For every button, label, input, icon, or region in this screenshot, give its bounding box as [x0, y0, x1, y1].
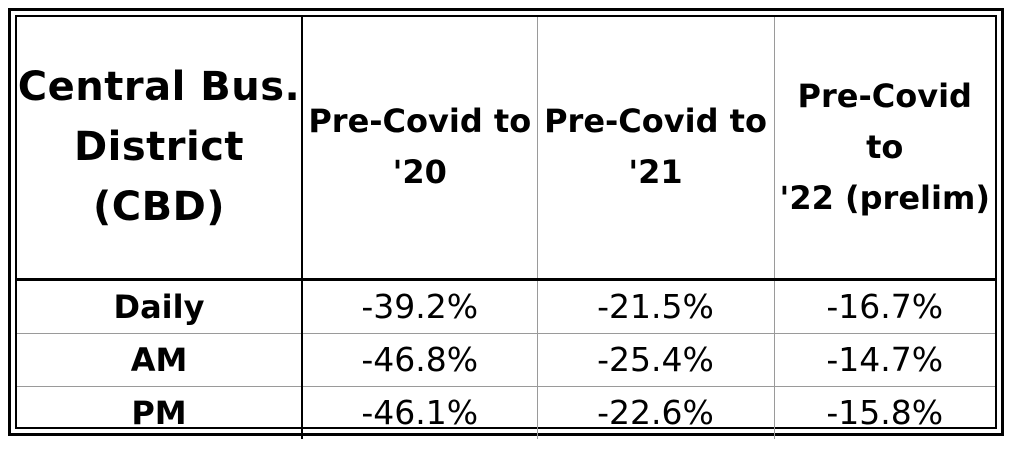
- column-header-2021: Pre-Covid to '21: [536, 17, 774, 281]
- table-inner-border: Central Bus. District (CBD) Pre-Covid to…: [15, 15, 997, 439]
- cell-daily-2022: -16.7%: [773, 279, 995, 333]
- column-header-2022-line-2: '22 (prelim): [779, 178, 990, 217]
- corner-header-line-2: District: [73, 124, 245, 171]
- column-header-2021-line-1: Pre-Covid to: [544, 102, 767, 141]
- cell-daily-2021: -21.5%: [536, 279, 774, 333]
- column-header-2021-line-2: '21: [628, 153, 683, 192]
- cell-am-2020: -46.8%: [301, 332, 537, 386]
- cell-pm-2020: -46.1%: [301, 385, 537, 439]
- cell-pm-2021: -22.6%: [536, 385, 774, 439]
- row-label-pm: PM: [17, 385, 303, 439]
- column-header-2022: Pre-Covid to '22 (prelim): [773, 17, 995, 281]
- corner-header: Central Bus. District (CBD): [17, 17, 303, 281]
- table-row-daily: Daily -39.2% -21.5% -16.7%: [17, 279, 995, 333]
- table-outer-border: Central Bus. District (CBD) Pre-Covid to…: [8, 8, 1004, 439]
- row-label-am: AM: [17, 332, 303, 386]
- cbd-change-table: Central Bus. District (CBD) Pre-Covid to…: [17, 17, 995, 439]
- cell-pm-2022: -15.8%: [773, 385, 995, 439]
- header-row: Central Bus. District (CBD) Pre-Covid to…: [17, 17, 995, 281]
- cell-daily-2020: -39.2%: [301, 279, 537, 333]
- row-label-daily: Daily: [17, 279, 303, 333]
- table-row-am: AM -46.8% -25.4% -14.7%: [17, 332, 995, 386]
- column-header-2020-line-1: Pre-Covid to: [308, 102, 532, 141]
- corner-header-line-1: Central Bus.: [17, 64, 301, 111]
- table-row-pm: PM -46.1% -22.6% -15.8%: [17, 385, 995, 439]
- cell-am-2022: -14.7%: [773, 332, 995, 386]
- column-header-2020-line-2: '20: [392, 153, 447, 192]
- column-header-2022-line-1: Pre-Covid to: [797, 76, 972, 166]
- corner-header-line-3: (CBD): [92, 184, 226, 231]
- cell-am-2021: -25.4%: [536, 332, 774, 386]
- column-header-2020: Pre-Covid to '20: [301, 17, 537, 281]
